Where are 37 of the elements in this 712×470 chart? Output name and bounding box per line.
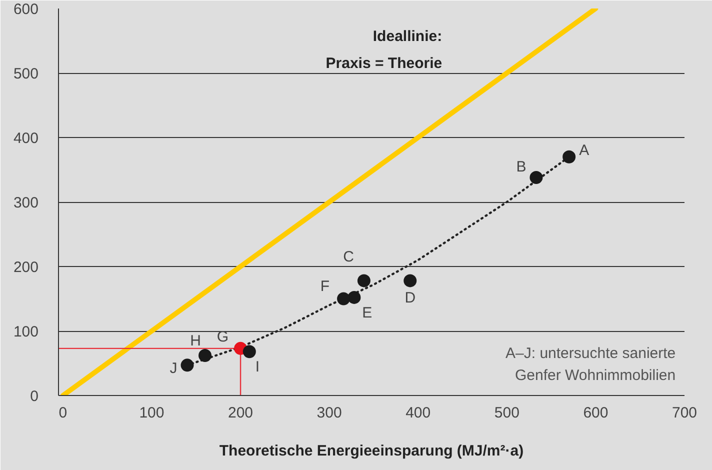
annotation: J	[170, 360, 178, 378]
annotation: F	[320, 278, 330, 295]
annotation: H	[190, 332, 202, 350]
y-tick-label: 200	[13, 259, 39, 276]
x-tick-label: 700	[672, 404, 698, 422]
point	[337, 292, 350, 306]
annotation: E	[362, 304, 372, 322]
x-tick-label: 400	[406, 404, 431, 422]
x-tick-label: 200	[228, 404, 254, 422]
annotation: G	[216, 328, 229, 346]
point	[198, 349, 212, 362]
annotation: D	[404, 290, 416, 307]
point	[562, 150, 576, 164]
y-tick-label: 0	[30, 388, 38, 405]
y-tick-label: 400	[13, 130, 39, 147]
y-tick-label: 600	[13, 1, 39, 18]
point	[404, 274, 417, 288]
x-tick-label: 600	[583, 404, 608, 422]
point	[357, 274, 370, 288]
x-tick-label: 100	[139, 404, 164, 422]
annotation: A–J: untersuchte sanierte Genfer Wohnimmobilien	[506, 344, 676, 384]
x-tick-label: 300	[316, 404, 342, 422]
x-tick-label: 0	[58, 404, 68, 422]
y-tick-label: 300	[13, 194, 39, 212]
x-axis-title: Theoretische Energieeinsparung (MJ/m²·a)	[219, 442, 524, 460]
point	[180, 358, 194, 372]
annotation: I	[255, 358, 260, 376]
annotation: Ideallinie: Praxis = Theorie	[326, 28, 442, 72]
point	[348, 290, 361, 304]
point	[242, 345, 256, 358]
annotation: C	[343, 248, 354, 266]
y-tick-label: 100	[13, 324, 39, 340]
point	[530, 171, 543, 184]
y-tick-label: 500	[13, 66, 39, 82]
x-tick-label: 500	[494, 404, 520, 422]
annotation: A	[579, 142, 590, 159]
annotation: B	[516, 158, 526, 176]
